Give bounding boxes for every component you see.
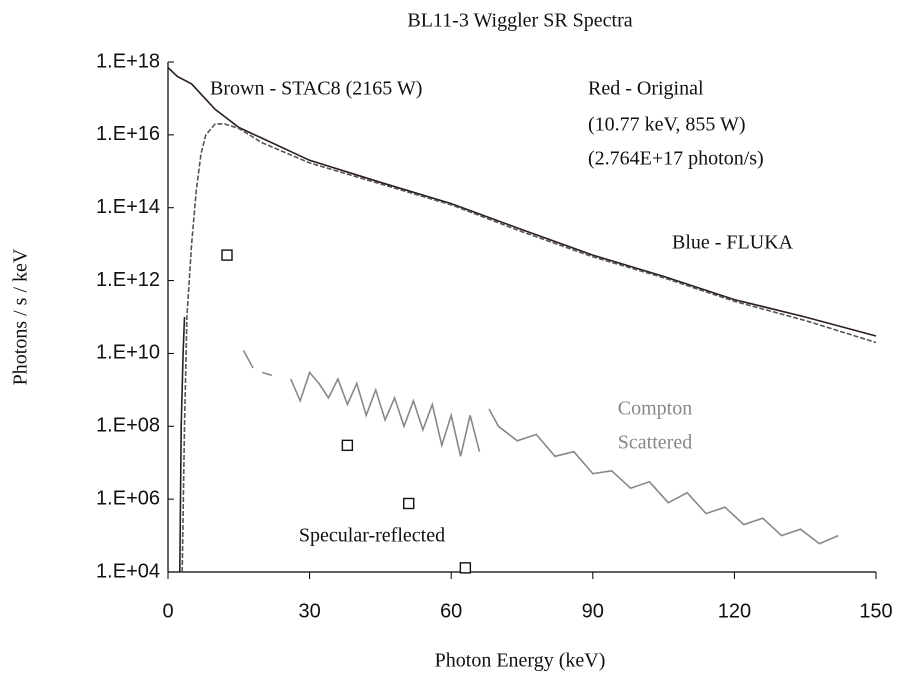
y-tick-label: 1.E+12: [96, 269, 160, 291]
y-tick-label: 1.E+06: [96, 487, 160, 509]
y-tick-label: 1.E+08: [96, 415, 160, 437]
x-tick-label: 150: [859, 600, 892, 622]
y-tick-label: 1.E+04: [96, 560, 160, 582]
y-axis-label: Photons / s / keV: [10, 248, 32, 385]
annotation: Specular-reflected: [299, 525, 445, 547]
series-line: [167, 67, 877, 337]
series-line: [181, 123, 877, 573]
annotation: Red - Original: [588, 78, 704, 100]
x-tick-label: 30: [298, 600, 320, 622]
annotation: Blue - FLUKA: [672, 232, 794, 254]
chart-title: BL11-3 Wiggler SR Spectra: [407, 10, 632, 32]
x-tick-label: 90: [582, 600, 604, 622]
series-line: [179, 316, 186, 573]
marker: [221, 249, 233, 261]
annotation: Scattered: [618, 432, 692, 454]
y-tick-label: 1.E+18: [96, 50, 160, 72]
annotation: Brown - STAC8 (2165 W): [210, 78, 422, 100]
annotation: Compton: [618, 398, 692, 420]
marker: [341, 439, 354, 452]
y-tick-label: 1.E+14: [96, 196, 160, 218]
x-axis-label: Photon Energy (keV): [435, 650, 606, 672]
annotation: (2.764E+17 photon/s): [588, 148, 764, 170]
x-tick-label: 120: [718, 600, 751, 622]
y-tick-label: 1.E+10: [96, 342, 160, 364]
marker: [459, 562, 472, 574]
x-tick-label: 0: [162, 600, 173, 622]
marker: [403, 497, 415, 510]
series-line: [242, 350, 839, 545]
x-tick-label: 60: [440, 600, 462, 622]
annotation: (10.77 keV, 855 W): [588, 114, 746, 136]
y-tick-label: 1.E+16: [96, 123, 160, 145]
